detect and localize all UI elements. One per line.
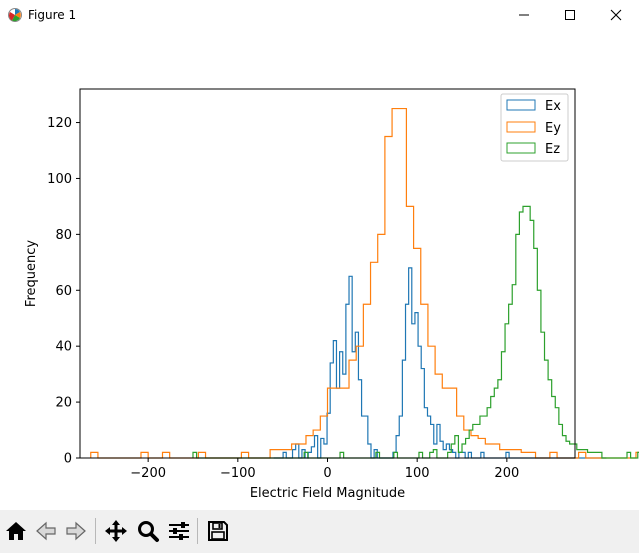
x-tick-label: −200 [130, 466, 166, 481]
maximize-icon [565, 10, 575, 20]
window-title: Figure 1 [28, 8, 77, 22]
home-button[interactable] [2, 517, 30, 545]
legend: Ex Ey Ez [500, 93, 569, 162]
forward-icon [66, 521, 86, 541]
back-button[interactable] [32, 517, 60, 545]
x-tick-label: 100 [405, 466, 430, 481]
back-icon [36, 521, 56, 541]
save-button[interactable] [204, 517, 232, 545]
x-axis-label: Electric Field Magnitude [250, 486, 405, 501]
y-tick-label: 80 [55, 228, 72, 243]
legend-swatch-ex [506, 99, 536, 111]
toolbar-separator [197, 518, 198, 544]
pan-icon [105, 520, 127, 542]
home-icon [6, 522, 26, 540]
close-icon [610, 9, 622, 21]
pan-button[interactable] [102, 517, 130, 545]
legend-swatch-ey [506, 121, 536, 133]
y-tick-label: 20 [55, 396, 72, 411]
legend-label-ez: Ez [545, 142, 560, 157]
legend-label-ey: Ey [545, 121, 561, 136]
y-tick-label: 100 [47, 172, 72, 187]
zoom-icon [138, 521, 159, 542]
x-tick-label: 200 [494, 466, 519, 481]
configure-subplots-icon [169, 522, 189, 540]
forward-button[interactable] [62, 517, 90, 545]
legend-swatch-ez [506, 142, 536, 154]
toolbar-separator [95, 518, 96, 544]
y-tick-label: 60 [55, 284, 72, 299]
x-tick-label: 0 [323, 466, 331, 481]
save-icon [208, 521, 228, 541]
histogram-series-ey [90, 107, 639, 459]
legend-label-ex: Ex [545, 99, 561, 114]
minimize-button[interactable] [501, 0, 547, 30]
y-tick-label: 0 [64, 452, 72, 467]
y-tick-label: 40 [55, 340, 72, 355]
y-tick-label: 120 [47, 116, 72, 131]
y-axis-label: Frequency [24, 240, 39, 307]
zoom-button[interactable] [134, 517, 162, 545]
minimize-icon [519, 14, 529, 16]
maximize-button[interactable] [547, 0, 593, 30]
histogram-chart: −200 −100 0 100 200 0 20 40 60 80 100 120 Electric … [24, 88, 639, 501]
x-tick-label: −100 [220, 466, 256, 481]
figure-canvas[interactable]: −200 −100 0 100 200 0 20 40 60 80 100 120 Electric … [0, 30, 639, 510]
navigation-toolbar [0, 510, 639, 553]
title-bar: Figure 1 [0, 0, 639, 30]
matplotlib-icon [8, 8, 22, 22]
close-button[interactable] [593, 0, 639, 30]
configure-subplots-button[interactable] [165, 517, 193, 545]
